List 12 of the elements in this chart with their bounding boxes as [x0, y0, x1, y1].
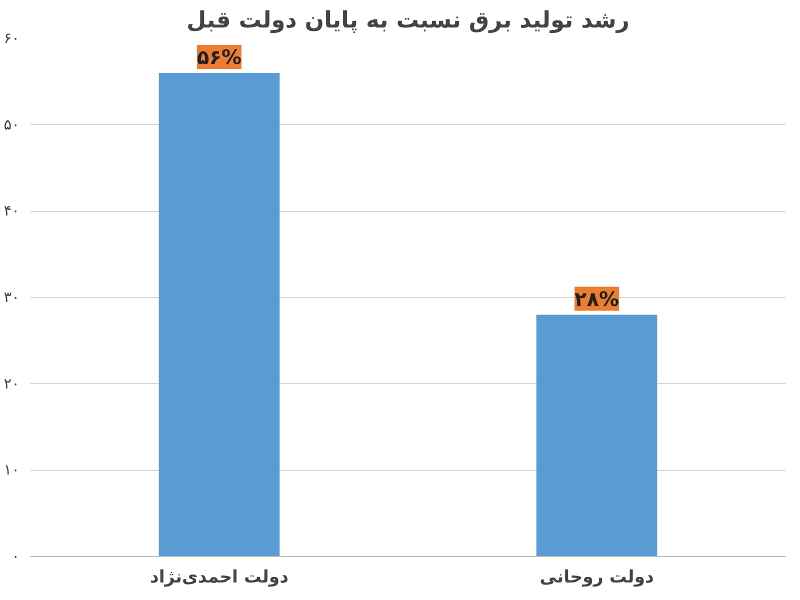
data-label: ۲۸% [574, 286, 619, 311]
y-tick-label: ۳۰ [4, 289, 20, 306]
x-tick-label: دولت روحانی [540, 568, 654, 588]
y-tick-label: ۱۰ [4, 462, 20, 479]
y-tick-label: ۶۰ [4, 30, 20, 47]
y-tick-label: ۴۰ [4, 202, 20, 220]
data-label: ۵۶% [197, 45, 242, 70]
y-tick-label: ۲۰ [4, 375, 20, 392]
y-tick-label: ۰ [12, 548, 20, 565]
y-tick-label: ۵۰ [4, 116, 20, 134]
chart-title: رشد تولید برق نسبت به پایان دولت قبل [186, 8, 630, 34]
x-tick-label: دولت احمدی‌نژاد [150, 568, 289, 588]
